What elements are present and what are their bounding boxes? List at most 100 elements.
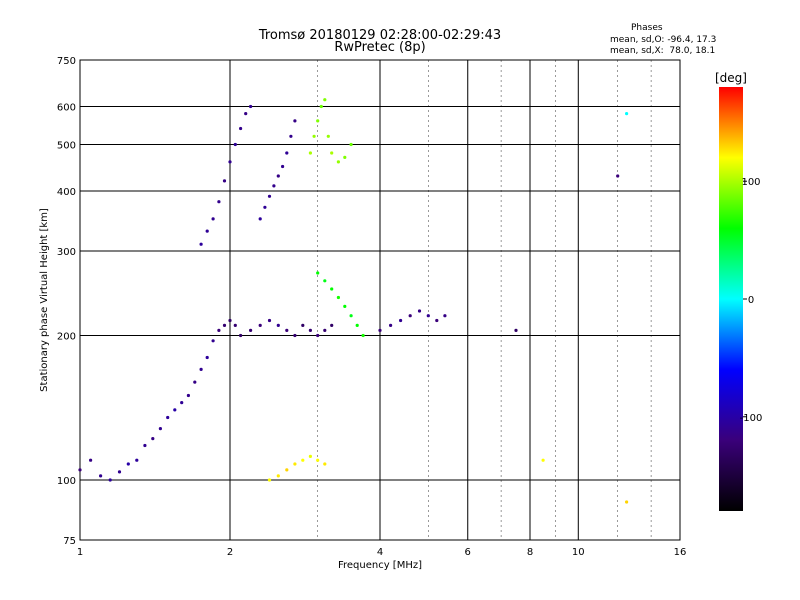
echo-point: [186, 393, 190, 398]
echo-point: [239, 333, 243, 338]
echo-point: [272, 184, 276, 188]
echo-point: [126, 462, 130, 466]
echo-point: [443, 314, 447, 318]
echo-point: [541, 458, 545, 462]
chart-title: Tromsø 20180129 02:28:00-02:29:43: [258, 28, 502, 43]
echo-point: [355, 323, 359, 327]
y-tick-label: 600: [57, 103, 76, 114]
echo-point: [267, 194, 272, 198]
echo-point: [285, 151, 289, 155]
echo-point: [326, 134, 330, 138]
echo-point: [293, 119, 297, 123]
echo-point: [330, 151, 334, 155]
x-tick-label: 1: [77, 547, 83, 558]
echo-point: [399, 318, 403, 323]
echo-point: [323, 328, 327, 332]
echo-point: [316, 119, 320, 123]
echo-point: [308, 151, 312, 155]
echo-point: [78, 468, 82, 472]
echo-point: [205, 355, 209, 360]
echo-point: [276, 174, 280, 178]
x-tick-label: 6: [465, 547, 471, 558]
echo-point: [514, 328, 518, 332]
y-tick-label: 300: [57, 247, 76, 258]
echo-point: [151, 437, 155, 441]
x-tick-label: 16: [674, 547, 687, 558]
echo-point: [244, 112, 248, 116]
echo-point: [258, 323, 262, 327]
echo-point: [301, 323, 305, 327]
echo-point: [336, 160, 340, 164]
echo-point: [217, 200, 221, 204]
echo-point: [625, 112, 629, 116]
colorbar-unit: [deg]: [715, 71, 747, 85]
y-tick-label: 200: [57, 332, 76, 343]
echo-point: [378, 328, 382, 332]
y-tick-label: 100: [57, 476, 76, 487]
echo-point: [276, 474, 280, 478]
echo-point: [349, 314, 353, 318]
echo-point: [389, 323, 393, 327]
echo-point: [173, 408, 177, 412]
echo-point: [228, 160, 232, 164]
echo-point: [293, 333, 297, 338]
x-tick-label: 10: [572, 547, 585, 558]
echo-point: [211, 339, 215, 343]
echo-point: [258, 217, 262, 221]
echo-point: [408, 314, 412, 318]
echo-point: [117, 470, 122, 474]
echo-point: [349, 142, 353, 147]
echo-point: [135, 458, 139, 462]
echo-point: [330, 323, 334, 327]
echo-point: [426, 314, 430, 318]
y-tick-label: 500: [57, 141, 76, 152]
colorbar-tick-label: 0: [748, 295, 754, 306]
echo-point: [267, 478, 272, 482]
echo-point: [199, 242, 203, 246]
y-tick-label: 400: [57, 187, 76, 198]
echo-point: [316, 333, 320, 338]
echo-point: [323, 279, 327, 283]
echo-point: [239, 126, 243, 131]
echo-point: [263, 205, 267, 209]
echo-point: [625, 500, 629, 504]
echo-point: [285, 328, 289, 332]
x-axis-label: Frequency [MHz]: [338, 560, 422, 571]
echo-point: [435, 318, 439, 323]
echo-point: [285, 468, 289, 472]
echo-point: [343, 304, 347, 308]
y-axis-label: Stationary phase Virtual Height [km]: [39, 208, 50, 392]
echo-point: [193, 380, 197, 384]
echo-point: [323, 98, 327, 102]
colorbar-tick-label: -100: [740, 413, 763, 424]
y-tick-label: 75: [63, 536, 76, 547]
echo-point: [89, 458, 93, 462]
echo-point: [319, 104, 323, 109]
echo-point: [99, 474, 103, 478]
echo-point: [343, 155, 347, 159]
echo-point: [276, 323, 280, 327]
echo-point: [330, 287, 334, 291]
echo-point: [267, 318, 272, 323]
echo-point: [316, 271, 320, 275]
echo-point: [316, 458, 320, 462]
echo-point: [233, 142, 237, 147]
echo-point: [308, 328, 312, 332]
echo-point: [336, 295, 340, 300]
echo-point: [222, 179, 227, 183]
echo-point: [166, 415, 170, 420]
echo-point: [289, 134, 293, 138]
echo-point: [417, 309, 422, 313]
echo-point: [222, 323, 227, 327]
echo-point: [108, 478, 112, 482]
stats-line-x: mean, sd,X: 78.0, 18.1: [610, 46, 716, 56]
echo-point: [293, 462, 297, 466]
echo-point: [301, 458, 305, 462]
y-tick-label: 750: [57, 56, 76, 67]
echo-point: [616, 174, 620, 178]
x-tick-label: 8: [527, 547, 533, 558]
colorbar: [719, 87, 743, 511]
echo-point: [308, 454, 312, 458]
